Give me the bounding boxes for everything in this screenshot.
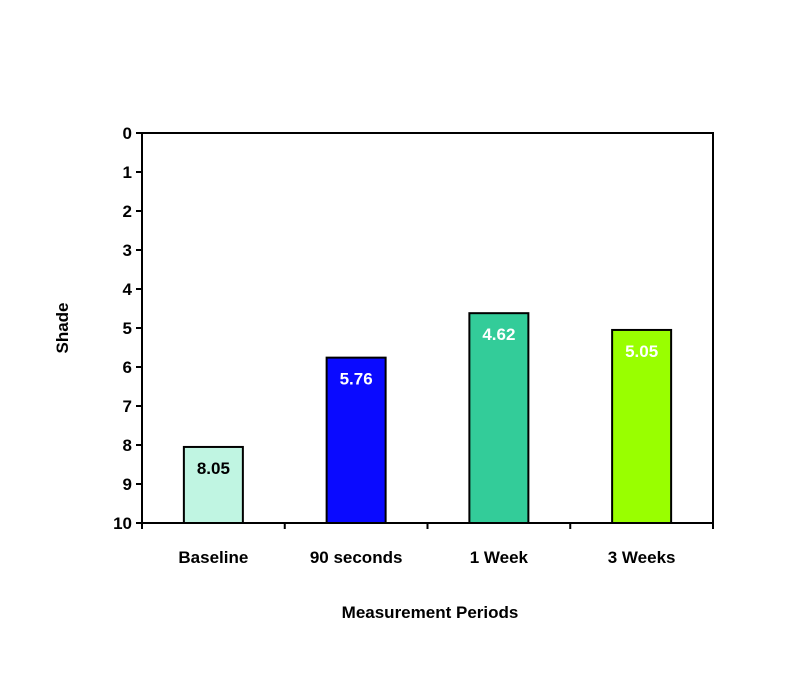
y-tick-label: 7 (123, 397, 132, 416)
y-tick-label: 4 (123, 280, 133, 299)
data-label: 4.62 (482, 325, 515, 344)
data-label: 8.05 (197, 459, 230, 478)
data-label: 5.76 (340, 370, 373, 389)
x-tick-label: 90 seconds (310, 548, 403, 567)
x-axis-label: Measurement Periods (342, 603, 519, 622)
y-tick-label: 5 (123, 319, 132, 338)
x-tick-label: Baseline (178, 548, 248, 567)
y-tick-label: 2 (123, 202, 132, 221)
y-tick-label: 8 (123, 436, 132, 455)
y-tick-label: 6 (123, 358, 132, 377)
y-axis-label: Shade (53, 302, 72, 353)
y-tick-label: 3 (123, 241, 132, 260)
y-tick-label: 10 (113, 514, 132, 533)
x-tick-label: 3 Weeks (608, 548, 676, 567)
x-tick-label: 1 Week (470, 548, 529, 567)
y-tick-label: 9 (123, 475, 132, 494)
bar-1-week (468, 312, 530, 524)
bar-90-seconds (325, 356, 387, 525)
data-label: 5.05 (625, 342, 658, 361)
bar-baseline (182, 445, 244, 525)
y-tick-label: 0 (123, 124, 132, 143)
y-tick-label: 1 (123, 163, 132, 182)
bar-3-weeks (611, 328, 673, 525)
